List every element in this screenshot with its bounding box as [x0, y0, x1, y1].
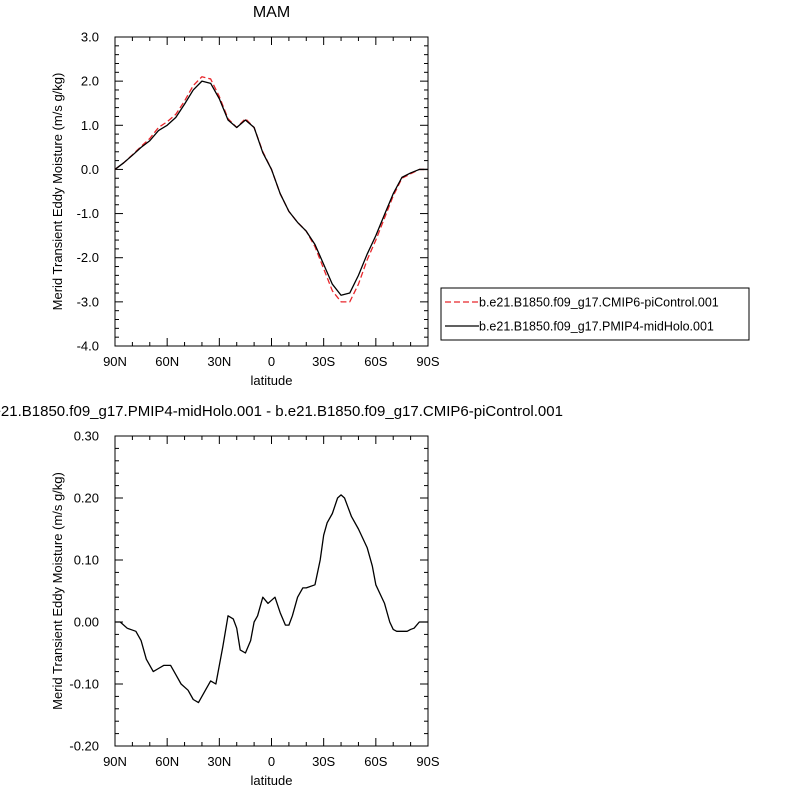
- x-tick-label: 0: [268, 754, 275, 769]
- x-tick-label: 90N: [103, 754, 127, 769]
- plot-frame: [114, 435, 429, 747]
- x-tick-label: 0: [268, 354, 275, 369]
- x-tick-label: 30S: [312, 354, 335, 369]
- y-tick-label: -0.20: [69, 739, 99, 754]
- legend-entry-1: b.e21.B1850.f09_g17.CMIP6-piControl.001: [479, 296, 719, 310]
- x-tick-label: 90N: [103, 354, 127, 369]
- chart-title: b.e21.B1850.f09_g17.PMIP4-midHolo.001 - …: [0, 403, 563, 420]
- y-tick-label: 0.10: [74, 553, 99, 568]
- x-tick-label: 30N: [207, 754, 231, 769]
- y-tick-label: -4.0: [77, 339, 99, 354]
- series-line-1: [115, 494, 428, 704]
- y-tick-label: 2.0: [81, 74, 99, 89]
- y-tick-label: 0.20: [74, 491, 99, 506]
- legend-box: [440, 287, 750, 341]
- x-axis-label: latitude: [251, 773, 293, 788]
- x-tick-label: 90S: [416, 754, 439, 769]
- x-tick-label: 60S: [364, 354, 387, 369]
- x-tick-label: 90S: [416, 354, 439, 369]
- x-tick-label: 30S: [312, 754, 335, 769]
- y-tick-label: -2.0: [77, 250, 99, 265]
- y-tick-label: -0.10: [69, 677, 99, 692]
- y-tick-label: 1.0: [81, 118, 99, 133]
- x-tick-label: 30N: [207, 354, 231, 369]
- legend-entry-2: b.e21.B1850.f09_g17.PMIP4-midHolo.001: [479, 320, 714, 334]
- y-axis-label: Merid Transient Eddy Moisture (m/s g/kg): [50, 73, 65, 311]
- chart-panel-2: b.e21.B1850.f09_g17.PMIP4-midHolo.001 - …: [0, 403, 563, 788]
- y-tick-label: -3.0: [77, 294, 99, 309]
- x-axis-label: latitude: [251, 373, 293, 388]
- x-tick-label: 60N: [155, 754, 179, 769]
- y-tick-label: 0.30: [74, 429, 99, 444]
- x-tick-label: 60S: [364, 754, 387, 769]
- chart-panel-1: MAM 90N 60N 30N 0 30S 60S 90S 3.0 2.0 1.0 0.0 -1.0 -2…: [50, 4, 750, 388]
- y-tick-label: 0.00: [74, 615, 99, 630]
- y-axis-label: Merid Transient Eddy Moisture (m/s g/kg): [50, 472, 65, 710]
- y-tick-label: -1.0: [77, 206, 99, 221]
- y-tick-label: 0.0: [81, 162, 99, 177]
- y-tick-label: 3.0: [81, 30, 99, 45]
- x-tick-label: 60N: [155, 354, 179, 369]
- chart-title: MAM: [253, 4, 290, 21]
- plot-frame: [114, 36, 429, 347]
- series-line-2: [114, 80, 428, 296]
- series-line-1: [114, 76, 428, 303]
